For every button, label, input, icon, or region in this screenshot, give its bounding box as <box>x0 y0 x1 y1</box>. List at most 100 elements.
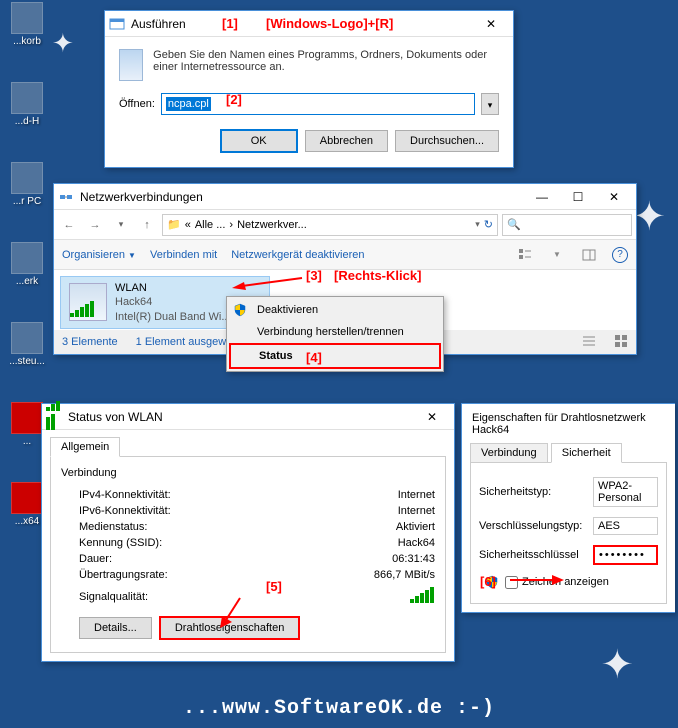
browse-button[interactable]: Durchsuchen... <box>395 130 499 152</box>
kv-value: Hack64 <box>398 537 435 549</box>
desktop-icon[interactable]: ...r PC <box>2 162 52 207</box>
breadcrumb-item[interactable]: Netzwerkver... <box>237 219 307 231</box>
breadcrumb-prefix: « <box>185 219 191 231</box>
encryption-type-value[interactable]: AES <box>593 517 658 535</box>
kv-key: Kennung (SSID): <box>79 537 162 549</box>
wlan-adapter-icon <box>69 283 107 321</box>
close-button[interactable]: ✕ <box>414 405 450 429</box>
explorer-title: Netzwerkverbindungen <box>80 190 524 204</box>
signal-bars-icon <box>410 587 435 606</box>
details-view-icon[interactable] <box>582 334 596 351</box>
nic-adapter: Intel(R) Dual Band Wi... <box>115 310 231 324</box>
help-icon[interactable]: ? <box>612 247 628 263</box>
desktop-icon[interactable]: ...korb <box>2 2 52 47</box>
address-bar[interactable]: 📁 « Alle ... › Netzwerkver... ▾ ↻ <box>162 214 498 236</box>
explorer-navbar: ← → ▾ ↑ 📁 « Alle ... › Netzwerkver... ▾ … <box>54 210 636 240</box>
wireless-properties-window: Eigenschaften für Drahtlosnetzwerk Hack6… <box>461 403 675 613</box>
encryption-type-label: Verschlüsselungstyp: <box>479 520 587 532</box>
kv-key: Dauer: <box>79 553 112 565</box>
desktop-icon-label: ... <box>23 436 31 447</box>
desktop-icon[interactable]: ...steu... <box>2 322 52 367</box>
folder-icon: 📁 <box>167 218 181 231</box>
desktop-icon-label: ...d-H <box>15 116 39 127</box>
open-dropdown-button[interactable]: ▾ <box>481 93 499 115</box>
back-button[interactable]: ← <box>58 214 80 236</box>
kv-value: 06:31:43 <box>392 553 435 565</box>
tab-connection[interactable]: Verbindung <box>470 443 548 463</box>
ctxmenu-status[interactable]: Status <box>229 343 441 369</box>
view-icon[interactable] <box>516 246 534 264</box>
shield-icon <box>485 575 499 589</box>
security-key-input[interactable]: •••••••• <box>593 545 658 565</box>
status-selection: 1 Element ausgew... <box>136 336 235 348</box>
ok-button[interactable]: OK <box>220 129 298 153</box>
kv-value: 866,7 MBit/s <box>374 569 435 581</box>
preview-pane-icon[interactable] <box>580 246 598 264</box>
kv-key: IPv4-Konnektivität: <box>79 489 171 501</box>
address-dropdown[interactable]: ▾ <box>475 219 480 230</box>
connection-group-label: Verbindung <box>61 467 435 479</box>
details-button[interactable]: Details... <box>79 617 152 639</box>
organize-menu[interactable]: Organisieren ▼ <box>62 249 136 261</box>
ctxmenu-item-label: Verbindung herstellen/trennen <box>257 326 404 338</box>
shield-icon <box>233 303 247 317</box>
tab-general[interactable]: Allgemein <box>50 437 120 457</box>
decorative-figure: ✦ <box>600 642 634 688</box>
search-input[interactable]: 🔍 <box>502 214 632 236</box>
breadcrumb-item[interactable]: Alle ... <box>195 219 226 231</box>
minimize-button[interactable]: — <box>524 185 560 209</box>
desktop-icon[interactable]: ...erk <box>2 242 52 287</box>
ctxmenu-deactivate[interactable]: Deaktivieren <box>229 299 441 321</box>
disable-device-button[interactable]: Netzwerkgerät deaktivieren <box>231 249 364 261</box>
security-key-label: Sicherheitsschlüssel <box>479 549 587 561</box>
wlan-status-title: Status von WLAN <box>68 410 414 424</box>
ctxmenu-item-label: Status <box>259 350 293 362</box>
organize-label: Organisieren <box>62 249 125 261</box>
connect-with-menu[interactable]: Verbinden mit <box>150 249 217 261</box>
run-titlebar: Ausführen ✕ <box>105 11 513 37</box>
desktop-icon-label: ...erk <box>16 276 38 287</box>
view-dropdown[interactable]: ▼ <box>548 246 566 264</box>
signal-icon <box>70 301 95 320</box>
security-type-value[interactable]: WPA2-Personal <box>593 477 658 507</box>
signal-quality-label: Signalqualität: <box>79 591 148 603</box>
nic-name: WLAN <box>115 281 231 295</box>
signal-icon <box>46 409 62 425</box>
decorative-figure: ✦ <box>632 194 666 240</box>
decorative-figure: ✦ <box>52 28 74 59</box>
run-title: Ausführen <box>131 17 473 31</box>
maximize-button[interactable]: ☐ <box>560 185 596 209</box>
desktop-icon[interactable]: ...d-H <box>2 82 52 127</box>
kv-key: Übertragungsrate: <box>79 569 168 581</box>
explorer-titlebar: Netzwerkverbindungen — ☐ ✕ <box>54 184 636 210</box>
open-input[interactable]: ncpa.cpl <box>161 93 475 115</box>
footer-text: ...www.SoftwareOK.de :-) <box>183 697 495 720</box>
close-button[interactable]: ✕ <box>596 185 632 209</box>
open-input-value: ncpa.cpl <box>166 97 211 111</box>
cancel-button[interactable]: Abbrechen <box>305 130 388 152</box>
breadcrumb-separator: › <box>229 219 233 231</box>
wlan-status-titlebar: Status von WLAN ✕ <box>42 404 454 430</box>
run-icon <box>109 16 125 32</box>
wireless-properties-button[interactable]: Drahtloseigenschaften <box>159 616 300 640</box>
large-icons-view-icon[interactable] <box>614 334 628 351</box>
nic-ssid: Hack64 <box>115 295 231 309</box>
history-dropdown[interactable]: ▾ <box>110 214 132 236</box>
refresh-button[interactable]: ↻ <box>484 218 493 231</box>
forward-button[interactable]: → <box>84 214 106 236</box>
ctxmenu-connect-disconnect[interactable]: Verbindung herstellen/trennen <box>229 321 441 343</box>
security-type-label: Sicherheitstyp: <box>479 486 587 498</box>
props-title: Eigenschaften für Drahtlosnetzwerk Hack6… <box>462 404 675 442</box>
tab-security[interactable]: Sicherheit <box>551 443 622 463</box>
kv-value: Aktiviert <box>396 521 435 533</box>
desktop-icon-label: ...r PC <box>13 196 41 207</box>
run-large-icon <box>119 49 143 81</box>
close-button[interactable]: ✕ <box>473 12 509 36</box>
up-button[interactable]: ↑ <box>136 214 158 236</box>
show-characters-checkbox[interactable] <box>505 576 518 589</box>
desktop-icon-label: ...korb <box>13 36 41 47</box>
context-menu: Deaktivieren Verbindung herstellen/trenn… <box>226 296 444 372</box>
network-connections-icon <box>58 189 74 205</box>
kv-value: Internet <box>398 505 435 517</box>
wlan-status-window: Status von WLAN ✕ Allgemein Verbindung I… <box>41 403 455 662</box>
